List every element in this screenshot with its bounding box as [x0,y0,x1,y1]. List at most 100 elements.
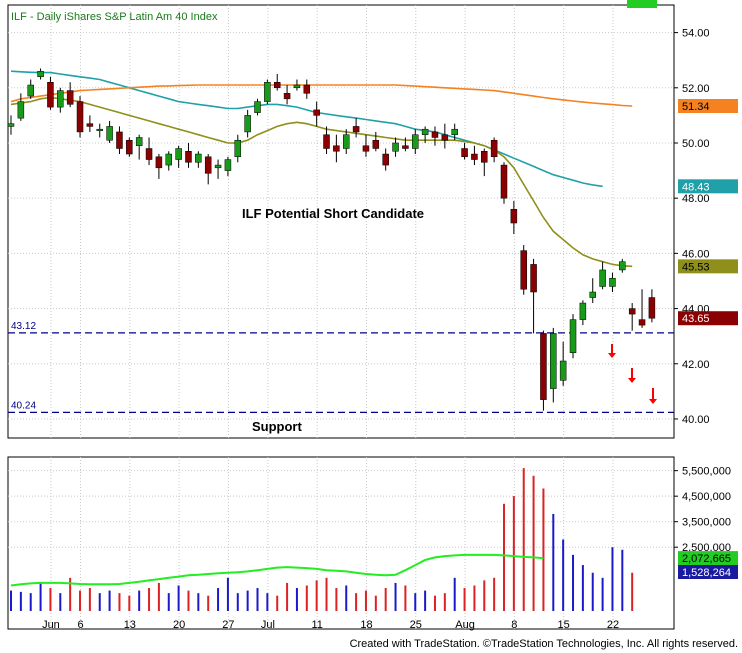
candle-body [412,134,419,149]
candle-body [392,142,399,152]
down-arrow-head [608,353,616,358]
volume-panel-border [7,456,675,630]
x-tick-label: 18 [360,619,372,631]
x-tick-label: 8 [511,619,517,631]
volume-value-label-box [678,565,738,580]
candle-body [451,128,458,135]
candle-body [619,261,626,271]
candle-body [214,164,222,169]
volume-value-label: 2,072,665 [682,553,731,565]
candle-body [520,250,527,290]
candle-body [559,360,567,381]
volume-ma-line [10,553,544,587]
candle-body [254,101,261,113]
level-label: 40.24 [11,400,36,411]
level-label: 43.12 [11,321,36,332]
candle-body [382,153,389,166]
candle-body [135,137,143,146]
x-tick-label: 11 [311,619,322,631]
volume-tick-label: 3,500,000 [682,517,731,529]
candle-body [500,164,508,199]
candle-body [57,90,64,108]
price-tick-label: 46.00 [682,248,710,260]
candle-body [589,291,596,298]
candle-body [165,153,173,166]
candle-body [569,319,577,353]
x-tick-label: 22 [607,619,619,631]
price-tick-label: 40.00 [682,414,710,426]
ma-mid-line [10,84,633,107]
price-tick-label: 42.00 [682,359,710,371]
down-arrow-head [649,399,657,404]
volume-value-label: 1,528,264 [682,567,731,579]
ma-slow-line [10,70,603,188]
price-panel-border [7,4,675,439]
candle-body [481,151,488,163]
candle-body [185,151,192,163]
candle-body [471,153,478,160]
candle-body [273,82,281,89]
volume-tick-label: 4,500,000 [682,491,731,503]
x-tick-label: Jun [42,619,60,631]
candle-body [530,264,537,293]
candle-body [579,302,587,320]
candle-body [461,148,468,158]
price-value-label: 45.53 [682,261,710,273]
candle-body [490,139,498,158]
price-tick-label: 54.00 [682,28,710,40]
candle-body [293,84,301,89]
x-tick-label: Aug [455,619,475,631]
price-value-label: 43.65 [682,313,710,325]
x-tick-label: Jul [261,619,275,631]
price-tick-label: 48.00 [682,193,710,205]
x-tick-label: 13 [124,619,136,631]
candle-body [372,139,380,149]
price-value-label-box [678,99,738,114]
candle-body [628,308,636,315]
candle-body [244,115,251,133]
candle-body [283,93,291,100]
candle-body [234,139,242,158]
top-marker [627,0,657,8]
candle-body [441,134,449,141]
candle-body [155,156,163,169]
candle-body [17,101,25,119]
candle-body [352,126,360,133]
candle-body [402,145,409,149]
candle-body [264,82,271,102]
price-value-label-box [678,311,738,326]
x-tick-label: 6 [77,619,83,631]
support-label: Support [252,419,302,434]
volume-tick-label: 5,500,000 [682,466,731,478]
candle-body [96,128,103,131]
candle-body [66,90,74,105]
candle-body [313,109,320,116]
candle-body [175,148,182,160]
down-arrow-head [628,378,636,383]
candle-body [431,131,439,138]
candle-body [195,153,202,163]
x-tick-label: 27 [222,619,234,631]
candle-body [648,297,656,319]
candle-body [540,333,547,400]
candle-body [609,277,616,287]
candle-body [638,319,646,326]
candle-body [126,139,133,155]
candle-body [342,134,350,149]
price-tick-label: 52.00 [682,83,710,95]
candle-body [37,70,44,78]
annotation-title: ILF Potential Short Candidate [242,206,424,221]
footer-credit: Created with TradeStation. ©TradeStation… [349,638,738,650]
candle-body [27,84,34,97]
chart-title: ILF - Daily iShares S&P Latin Am 40 Inde… [11,11,218,23]
price-tick-label: 50.00 [682,138,710,150]
candle-body [303,84,311,94]
candle-body [76,101,84,133]
candle-body [550,333,557,389]
candle-body [7,123,15,127]
price-value-label: 48.43 [682,181,710,193]
candle-body [224,159,232,171]
price-value-label: 51.34 [682,101,710,113]
